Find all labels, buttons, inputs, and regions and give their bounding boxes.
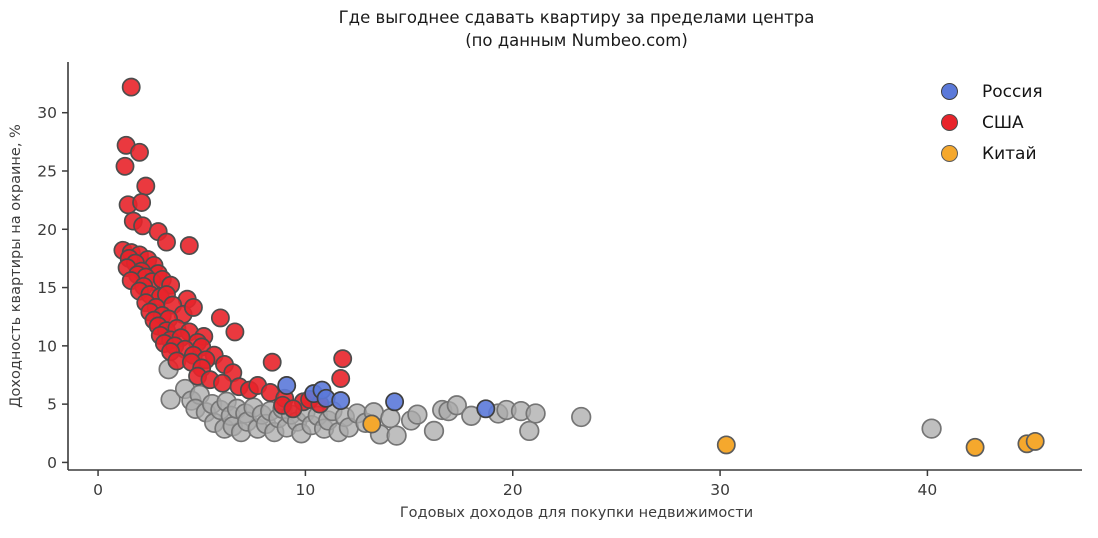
- data-point: [446, 395, 467, 416]
- series-Россия: [277, 376, 496, 419]
- data-point: [115, 156, 135, 176]
- data-point: [225, 322, 245, 342]
- y-axis-label: Доходность квартиры на окраине, %: [8, 124, 24, 408]
- y-tick-label: 30: [37, 104, 57, 122]
- legend-marker-usa-icon: [941, 114, 958, 131]
- data-point: [362, 414, 382, 434]
- data-point: [333, 349, 353, 369]
- data-point: [183, 297, 203, 317]
- axes: [67, 62, 1082, 471]
- legend-item-russia: Россия: [941, 76, 1043, 107]
- x-tick-label: 0: [93, 481, 103, 499]
- data-point: [965, 437, 985, 457]
- legend-label-russia: Россия: [982, 81, 1043, 102]
- legend: Россия США Китай: [941, 76, 1043, 169]
- data-point: [407, 404, 428, 425]
- data-point: [136, 176, 156, 196]
- x-tick-label: 40: [918, 481, 938, 499]
- y-tick-label: 0: [47, 454, 57, 472]
- legend-label-china: Китай: [982, 143, 1037, 164]
- data-point: [385, 392, 405, 412]
- data-point: [386, 425, 407, 446]
- chart-subtitle: (по данным Numbeo.com): [465, 31, 688, 50]
- y-tick-label: 25: [37, 162, 57, 180]
- legend-item-china: Китай: [941, 138, 1043, 169]
- data-point: [262, 352, 282, 372]
- legend-label-usa: США: [982, 112, 1024, 133]
- data-point: [157, 232, 176, 252]
- data-point: [525, 403, 546, 424]
- y-tick-label: 5: [47, 396, 57, 414]
- data-point: [121, 77, 141, 97]
- y-tick-label: 15: [37, 279, 57, 297]
- data-point: [179, 236, 199, 256]
- data-point: [423, 420, 445, 442]
- chart-title-block: Где выгоднее сдавать квартиру за предела…: [68, 6, 1085, 52]
- data-point: [331, 391, 351, 411]
- data-point: [283, 399, 303, 419]
- x-tick-label: 10: [296, 481, 316, 499]
- x-axis-label: Годовых доходов для покупки недвижимости: [400, 505, 753, 521]
- data-point: [571, 406, 592, 428]
- series-Китай: [362, 414, 1045, 457]
- x-tick-label: 20: [503, 481, 523, 499]
- data-point: [277, 376, 297, 395]
- data-point: [132, 193, 152, 212]
- data-point: [213, 373, 232, 393]
- chart-title: Где выгоднее сдавать квартиру за предела…: [338, 8, 815, 27]
- data-point: [380, 407, 401, 429]
- data-point: [921, 418, 942, 439]
- data-point: [716, 435, 736, 455]
- y-tick-label: 10: [37, 337, 57, 355]
- y-axis-ticks: 0 5 10 15 20 25 30: [37, 104, 68, 472]
- data-point: [160, 389, 181, 410]
- data-point: [130, 142, 149, 162]
- y-tick-label: 20: [37, 221, 57, 239]
- data-point: [331, 369, 351, 388]
- data-point: [476, 399, 496, 419]
- series-США: [113, 77, 353, 419]
- legend-item-usa: США: [941, 107, 1043, 138]
- data-point: [210, 308, 230, 328]
- data-point: [1025, 431, 1045, 451]
- data-point: [133, 216, 153, 236]
- x-tick-label: 30: [710, 481, 730, 499]
- legend-marker-russia-icon: [941, 83, 958, 100]
- x-axis-ticks: 0 10 20 30 40: [93, 470, 937, 499]
- legend-marker-china-icon: [941, 145, 958, 162]
- data-point: [519, 420, 540, 442]
